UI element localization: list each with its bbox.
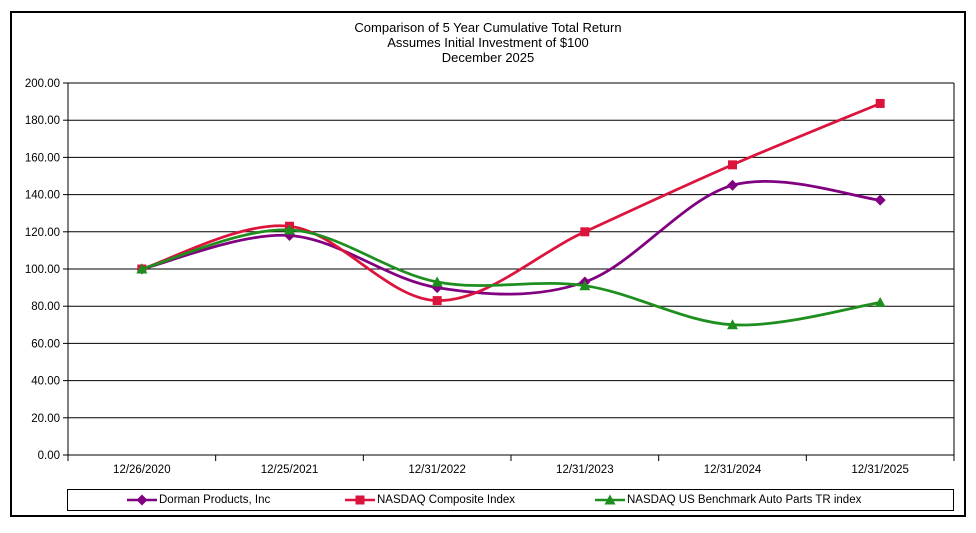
x-tick-label: 12/25/2021 [261,464,319,476]
y-tick-label: 120.00 [25,227,60,239]
series-line-0 [140,180,882,296]
y-tick-label: 20.00 [31,413,60,425]
y-tick-label: 180.00 [25,115,60,127]
chart-title-line2: Assumes Initial Investment of $100 [387,35,589,50]
x-tick-label: 12/26/2020 [113,464,171,476]
legend-label: Dorman Products, Inc [159,494,271,506]
legend-item-dorman: Dorman Products, Inc [126,490,270,510]
series-line-2 [140,228,882,327]
line-square-marker-icon [345,495,375,505]
data-point-triangle-marker [727,319,738,330]
chart-title-line3: December 2025 [441,50,535,65]
series-line-1 [140,102,882,302]
y-tick-label: 0.00 [38,450,60,462]
data-point-triangle-marker [136,263,148,274]
y-tick-label: 40.00 [31,376,60,388]
data-point-diamond-marker [727,179,738,191]
data-point-triangle-marker [284,224,295,235]
y-tick-label: 140.00 [25,190,60,202]
y-tick-label: 160.00 [25,152,60,164]
chart-title: Comparison of 5 Year Cumulative Total Re… [0,20,976,65]
x-tick-label: 12/31/2022 [408,464,466,476]
line-diamond-marker-icon [127,494,157,506]
data-point-triangle-marker [431,276,443,287]
x-tick-label: 12/31/2023 [556,464,614,476]
legend-item-nasdaq-composite: NASDAQ Composite Index [344,490,515,510]
line-triangle-marker-icon [595,494,625,505]
data-point-square-marker [875,98,885,108]
legend-item-auto-parts-index: NASDAQ US Benchmark Auto Parts TR index [594,490,861,510]
legend-label: NASDAQ US Benchmark Auto Parts TR index [627,494,862,506]
y-tick-label: 200.00 [25,78,60,90]
y-tick-label: 60.00 [31,338,60,350]
data-point-square-marker [580,227,590,237]
legend-label: NASDAQ Composite Index [377,494,516,506]
data-point-square-marker [728,160,737,170]
legend-square-marker-icon [355,495,365,505]
data-point-diamond-marker [874,194,886,206]
x-tick-label: 12/31/2024 [704,464,762,476]
data-point-triangle-marker [874,296,886,307]
legend-triangle-marker-icon [604,494,616,505]
data-point-triangle-marker [579,280,591,291]
chart-title-line1: Comparison of 5 Year Cumulative Total Re… [354,20,622,35]
data-point-square-marker [432,296,442,306]
y-tick-label: 80.00 [31,301,60,313]
y-tick-label: 100.00 [25,264,60,276]
x-tick-label: 12/31/2025 [851,464,909,476]
legend-diamond-marker-icon [136,494,148,506]
chart-outer-border [10,11,966,517]
legend: Dorman Products, Inc NASDAQ Composite In… [67,489,954,511]
